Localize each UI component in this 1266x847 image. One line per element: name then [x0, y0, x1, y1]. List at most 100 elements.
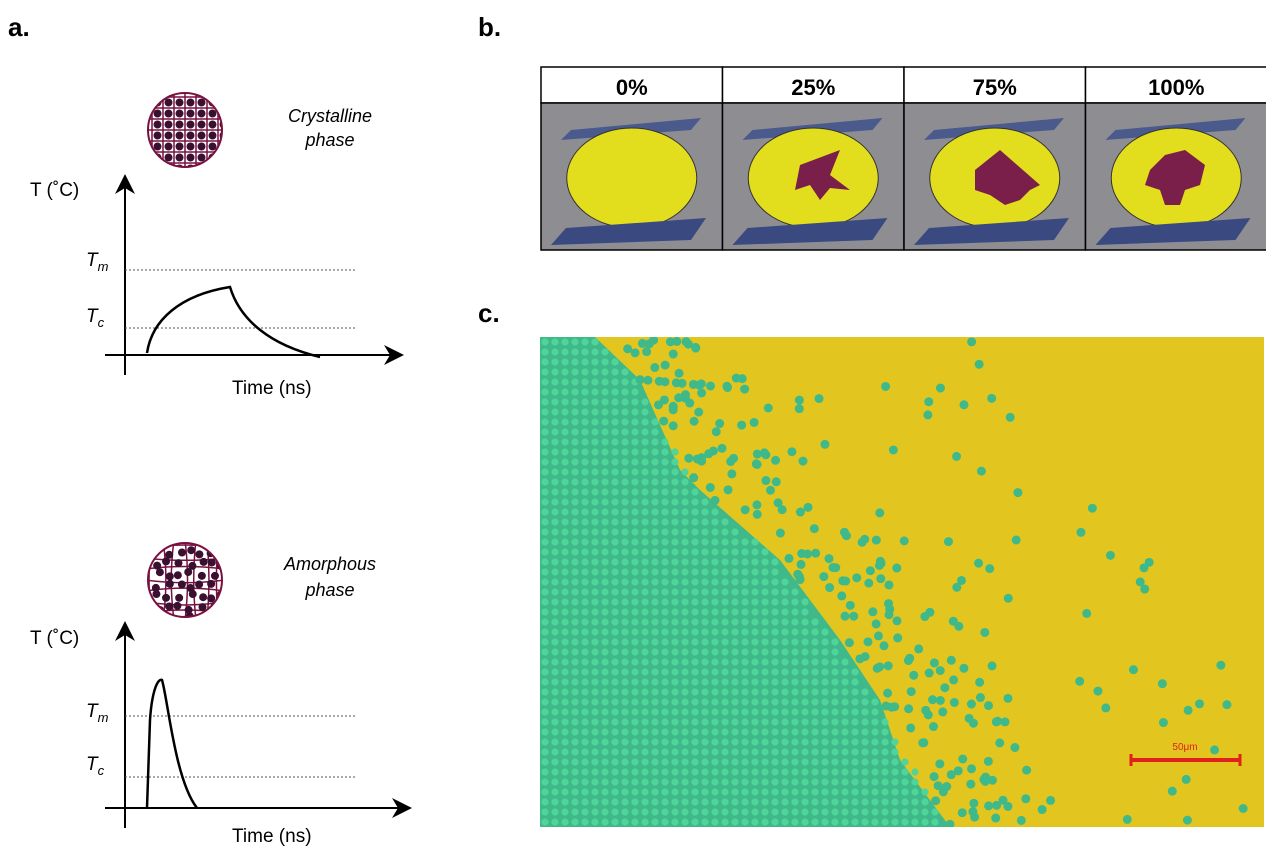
dot: [571, 388, 578, 395]
dot: [591, 438, 598, 445]
dot: [988, 661, 997, 670]
dot: [641, 608, 648, 615]
dot: [661, 448, 668, 455]
dot: [791, 818, 798, 825]
dot: [641, 658, 648, 665]
dot: [761, 628, 768, 635]
dot: [841, 778, 848, 785]
dot: [581, 528, 588, 535]
dot: [771, 738, 778, 745]
dot: [760, 448, 769, 457]
dot: [701, 638, 708, 645]
dot: [671, 688, 678, 695]
atom: [174, 571, 182, 579]
dot: [551, 628, 558, 635]
dot: [731, 668, 738, 675]
dot: [591, 398, 598, 405]
dot: [601, 408, 608, 415]
dot: [561, 498, 568, 505]
dot: [551, 398, 558, 405]
dot: [661, 798, 668, 805]
dot: [611, 638, 618, 645]
dot: [551, 548, 558, 555]
dot: [621, 768, 628, 775]
dot: [821, 778, 828, 785]
dot: [711, 678, 718, 685]
dot: [541, 778, 548, 785]
dot: [581, 598, 588, 605]
dot: [711, 518, 718, 525]
dot: [631, 458, 638, 465]
dot: [661, 638, 668, 645]
dot: [1101, 703, 1110, 712]
dot: [1082, 609, 1091, 618]
dot: [771, 708, 778, 715]
dot: [691, 598, 698, 605]
dot: [651, 698, 658, 705]
dot: [681, 778, 688, 785]
dot: [791, 648, 798, 655]
dot: [661, 698, 668, 705]
dot: [901, 818, 908, 825]
dot: [1222, 700, 1231, 709]
dot: [571, 658, 578, 665]
dot: [741, 818, 748, 825]
dot: [741, 628, 748, 635]
dot: [561, 678, 568, 685]
dot: [551, 468, 558, 475]
dot: [571, 608, 578, 615]
dot: [831, 668, 838, 675]
dot: [795, 404, 804, 413]
dot: [751, 818, 758, 825]
dot: [821, 758, 828, 765]
dot: [601, 378, 608, 385]
dot: [781, 578, 788, 585]
dot: [706, 381, 715, 390]
dot: [791, 608, 798, 615]
dot: [621, 458, 628, 465]
dot: [541, 368, 548, 375]
dot: [601, 678, 608, 685]
dot: [761, 588, 768, 595]
dot: [591, 548, 598, 555]
dot: [811, 618, 818, 625]
dot: [561, 768, 568, 775]
dot: [811, 708, 818, 715]
dot: [751, 648, 758, 655]
lattice-line: [216, 540, 218, 620]
dot: [591, 388, 598, 395]
dot: [571, 418, 578, 425]
atom: [221, 546, 229, 554]
dot: [751, 728, 758, 735]
dot: [561, 778, 568, 785]
dot: [974, 559, 983, 568]
dot: [883, 689, 892, 698]
dot: [831, 648, 838, 655]
dot: [901, 788, 908, 795]
dot: [811, 628, 818, 635]
dot: [1013, 488, 1022, 497]
dot: [781, 768, 788, 775]
dot: [831, 698, 838, 705]
dot: [801, 748, 808, 755]
dot: [681, 728, 688, 735]
dot: [591, 348, 598, 355]
dot: [651, 628, 658, 635]
dot: [661, 658, 668, 665]
dot: [801, 728, 808, 735]
dot: [621, 388, 628, 395]
dot: [801, 618, 808, 625]
dot: [781, 748, 788, 755]
dot: [591, 748, 598, 755]
dot: [691, 498, 698, 505]
dot: [581, 578, 588, 585]
dot: [601, 738, 608, 745]
dot: [551, 568, 558, 575]
dot: [611, 788, 618, 795]
dot: [601, 578, 608, 585]
dot: [671, 448, 678, 455]
atom: [162, 557, 170, 565]
dot: [701, 648, 708, 655]
dot: [601, 608, 608, 615]
dot: [561, 708, 568, 715]
